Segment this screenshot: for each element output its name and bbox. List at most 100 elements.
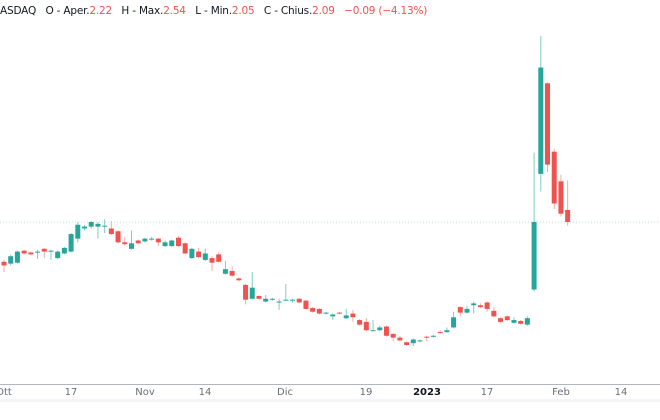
candle-up bbox=[14, 250, 20, 264]
candle-down bbox=[390, 333, 396, 342]
candle-body bbox=[316, 308, 322, 314]
x-tick-label: 19 bbox=[359, 387, 373, 398]
candle-down bbox=[196, 247, 202, 259]
candle-body bbox=[558, 181, 564, 214]
candle-body bbox=[464, 308, 470, 313]
candle-body bbox=[135, 240, 141, 244]
candle-body bbox=[189, 248, 195, 259]
candle-body bbox=[222, 269, 228, 274]
candle-up bbox=[169, 239, 175, 247]
candle-body bbox=[88, 222, 94, 227]
candle-down bbox=[404, 341, 410, 346]
candle-body bbox=[209, 258, 215, 263]
candle-down bbox=[216, 252, 222, 263]
high-value: 2.54 bbox=[163, 5, 186, 17]
low-label: L - Min. bbox=[195, 5, 232, 17]
candle-body bbox=[484, 302, 490, 309]
candle-up bbox=[531, 152, 537, 292]
candlestick-chart[interactable] bbox=[0, 0, 660, 384]
candle-up bbox=[55, 250, 61, 259]
candle-up bbox=[524, 316, 530, 326]
candle-up bbox=[343, 308, 349, 320]
candle-down bbox=[209, 256, 215, 272]
candle-body bbox=[410, 339, 416, 344]
candle-body bbox=[142, 238, 148, 242]
candle-body bbox=[149, 238, 155, 240]
candle-down bbox=[424, 335, 430, 342]
candle-up bbox=[464, 306, 470, 314]
close-label: C - Chius. bbox=[263, 5, 313, 17]
candle-body bbox=[343, 315, 349, 319]
candle-body bbox=[115, 231, 121, 243]
candle-up bbox=[75, 222, 81, 243]
candle-body bbox=[518, 320, 524, 324]
candle-body bbox=[263, 298, 269, 302]
candle-down bbox=[108, 221, 114, 235]
candle-up bbox=[88, 221, 94, 229]
low-value: 2.05 bbox=[231, 5, 255, 17]
candle-body bbox=[477, 305, 483, 308]
candle-body bbox=[182, 243, 188, 254]
candle-body bbox=[256, 296, 262, 299]
candle-up bbox=[68, 233, 74, 253]
candle-up bbox=[162, 240, 168, 247]
candle-down bbox=[182, 242, 188, 255]
candle-body bbox=[283, 299, 289, 301]
candle-up bbox=[202, 248, 208, 261]
candle-body bbox=[377, 327, 383, 331]
candle-up bbox=[283, 283, 289, 301]
candle-down bbox=[135, 239, 141, 245]
candle-down bbox=[122, 236, 128, 247]
candle-down bbox=[551, 148, 557, 210]
candle-down bbox=[316, 308, 322, 315]
candle-body bbox=[243, 284, 249, 300]
candle-down bbox=[565, 180, 571, 226]
candle-up bbox=[35, 249, 41, 259]
open-label: O - Aper. bbox=[45, 5, 90, 17]
candle-up bbox=[95, 222, 101, 239]
candle-body bbox=[162, 242, 168, 247]
candle-body bbox=[337, 312, 342, 314]
time-axis[interactable]: Ott 17 Nov 14 Dic 19 2023 17 Feb 14 bbox=[0, 384, 660, 400]
candle-body bbox=[491, 310, 497, 317]
candle-body bbox=[68, 234, 74, 252]
candle-up bbox=[410, 338, 416, 346]
candle-body bbox=[404, 342, 410, 346]
candle-body bbox=[383, 326, 389, 336]
candle-body bbox=[102, 225, 108, 227]
candle-up bbox=[269, 297, 275, 301]
candle-up bbox=[538, 36, 544, 192]
candle-body bbox=[323, 312, 329, 314]
candle-body bbox=[276, 301, 282, 303]
candle-down bbox=[545, 82, 551, 173]
ohlc-legend: ASDAQ O - Aper.2.22 H - Max.2.54 L - Min… bbox=[0, 5, 427, 17]
candle-down bbox=[518, 320, 524, 325]
candle-up bbox=[189, 247, 195, 259]
candle-up bbox=[249, 271, 255, 300]
candle-down bbox=[397, 335, 403, 342]
candle-body bbox=[236, 278, 242, 281]
candle-body bbox=[249, 287, 255, 299]
candle-body bbox=[444, 330, 450, 333]
candle-up bbox=[263, 295, 269, 303]
candle-body bbox=[565, 209, 571, 222]
candle-down bbox=[155, 237, 161, 247]
candle-body bbox=[370, 330, 376, 332]
candle-body bbox=[424, 336, 430, 338]
candle-body bbox=[457, 307, 463, 313]
open-value: 2.22 bbox=[89, 5, 112, 17]
candle-up bbox=[8, 254, 14, 266]
candle-body bbox=[196, 251, 202, 258]
candle-down bbox=[504, 315, 510, 321]
candle-body bbox=[28, 252, 34, 255]
candle-body bbox=[551, 151, 557, 204]
candle-up bbox=[82, 224, 88, 231]
candle-body bbox=[108, 228, 114, 235]
candle-down bbox=[437, 330, 443, 334]
candle-body bbox=[1, 261, 7, 266]
candle-up bbox=[451, 311, 457, 329]
candle-up bbox=[61, 246, 67, 255]
candle-body bbox=[397, 337, 403, 341]
candle-body bbox=[48, 250, 54, 252]
candle-body bbox=[95, 223, 101, 227]
